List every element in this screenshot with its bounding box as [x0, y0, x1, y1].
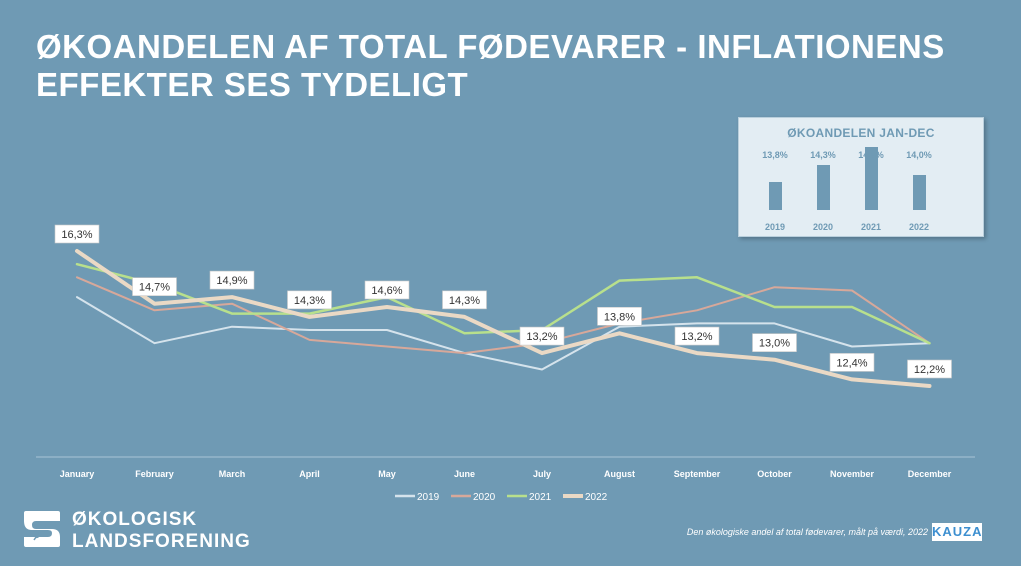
data-label-box: [829, 353, 875, 372]
data-label-text: 16,3%: [61, 229, 92, 241]
data-label-text: 14,7%: [139, 282, 170, 294]
data-label-text: 13,8%: [604, 311, 635, 323]
data-label-text: 14,6%: [371, 285, 402, 297]
logo-line-2: LANDSFORENING: [72, 531, 251, 552]
data-label-box: [674, 326, 720, 346]
source-note: Den økologiske andel af total fødevarer,…: [686, 527, 928, 537]
data-label: 14,6%: [364, 280, 410, 300]
legend-item-2020: 2020: [451, 492, 496, 503]
data-label-box: [364, 280, 410, 300]
x-tick-label: August: [604, 469, 635, 479]
data-label-box: [442, 290, 487, 310]
data-label-box: [907, 359, 952, 379]
annual-share-year: 2019: [764, 222, 786, 232]
annual-share-value: 13,8%: [762, 150, 788, 160]
data-labels: 16,3% 14,7% 14,9% 14,3% 14,6% 14,3% 13,2% 13,8%…: [54, 224, 952, 379]
x-tick-label: July: [533, 469, 551, 479]
annual-share-bar: [864, 147, 878, 210]
annual-share-bar: [816, 164, 830, 210]
annual-share-value: 14,0%: [906, 150, 932, 160]
logo-line-1: ØKOLOGISK: [72, 509, 198, 530]
x-tick-label: March: [219, 469, 246, 479]
legend-label: 2020: [473, 492, 496, 503]
data-label: 12,4%: [829, 353, 875, 372]
data-label-box: [752, 333, 797, 352]
legend-item-2021: 2021: [507, 492, 552, 503]
annual-share-value: 14,8%: [858, 150, 884, 160]
annual-share-year: 2020: [812, 222, 834, 232]
data-label-text: 13,2%: [526, 331, 557, 343]
data-label-text: 13,0%: [759, 338, 790, 350]
logo-text: ØKOLOGISK LANDSFORENING: [72, 509, 251, 553]
data-label: 12,2%: [907, 359, 952, 379]
legend: 2019 2020 2021 2022: [395, 492, 608, 503]
annual-share-bar: [912, 175, 926, 210]
x-tick-label: November: [830, 469, 875, 479]
data-label-text: 13,2%: [681, 331, 712, 343]
annual-share-year: 2021: [860, 222, 882, 232]
data-label-box: [597, 307, 642, 326]
data-label-box: [519, 326, 565, 346]
legend-item-2019: 2019: [395, 492, 440, 503]
data-label: 14,3%: [287, 290, 332, 310]
x-tick-label: September: [674, 469, 721, 479]
annual-share-bar-group: 13,8%: [753, 148, 797, 210]
x-tick-label: April: [299, 469, 320, 479]
data-label-box: [132, 277, 177, 296]
annual-share-bar: [768, 182, 782, 210]
data-label-text: 14,9%: [216, 275, 247, 287]
leaf-logo-icon: [24, 511, 60, 547]
data-label-text: 14,3%: [294, 295, 325, 307]
x-tick-labels: January February March April May June July Augu…: [60, 469, 952, 479]
data-label-box: [54, 224, 100, 244]
legend-label: 2019: [417, 492, 440, 503]
annual-share-panel: ØKOANDELEN JAN-DEC 13,8% 2019 14,3% 2020 14,…: [738, 117, 984, 237]
data-label: 14,3%: [442, 290, 487, 310]
data-label: 13,0%: [752, 333, 797, 352]
page-title-line-1: ØKOANDELEN AF TOTAL FØDEVARER - INFLATIO…: [36, 28, 945, 65]
series-line-2022: [75, 249, 932, 388]
annual-share-bar-group: 14,0%: [897, 148, 941, 210]
x-tick-label: February: [135, 469, 174, 479]
data-label: 14,7%: [132, 277, 177, 296]
data-label-text: 12,2%: [914, 364, 945, 376]
series-line-2021: [75, 262, 931, 345]
brand-logo: KAUZA: [932, 523, 983, 541]
data-label: 14,9%: [209, 270, 255, 290]
legend-item-2022: 2022: [563, 492, 608, 503]
annual-share-bar-group: 14,3%: [801, 148, 845, 210]
data-label-box: [287, 290, 332, 310]
data-label: 16,3%: [54, 224, 100, 244]
x-tick-label: October: [757, 469, 792, 479]
legend-label: 2022: [585, 492, 608, 503]
data-label-text: 12,4%: [836, 357, 867, 369]
x-tick-label: May: [378, 469, 396, 479]
annual-share-value: 14,3%: [810, 150, 836, 160]
data-label: 13,2%: [519, 326, 565, 346]
x-tick-label: June: [454, 469, 475, 479]
x-tick-label: December: [908, 469, 952, 479]
page-title: ØKOANDELEN AF TOTAL FØDEVARER - INFLATIO…: [36, 28, 996, 104]
logo: ØKOLOGISK LANDSFORENING: [20, 505, 260, 557]
data-label-box: [209, 270, 255, 290]
data-label: 13,8%: [597, 307, 642, 326]
data-label: 13,2%: [674, 326, 720, 346]
series-lines: [75, 249, 932, 388]
data-label-text: 14,3%: [449, 295, 480, 307]
series-line-2020: [76, 276, 931, 355]
page-title-line-2: EFFEKTER SES TYDELIGT: [36, 66, 469, 103]
annual-share-bar-group: 14,8%: [849, 147, 893, 210]
legend-label: 2021: [529, 492, 552, 503]
x-tick-label: January: [60, 469, 95, 479]
series-line-2019: [76, 296, 931, 371]
annual-share-title: ØKOANDELEN JAN-DEC: [787, 126, 935, 140]
annual-share-year: 2022: [908, 222, 930, 232]
